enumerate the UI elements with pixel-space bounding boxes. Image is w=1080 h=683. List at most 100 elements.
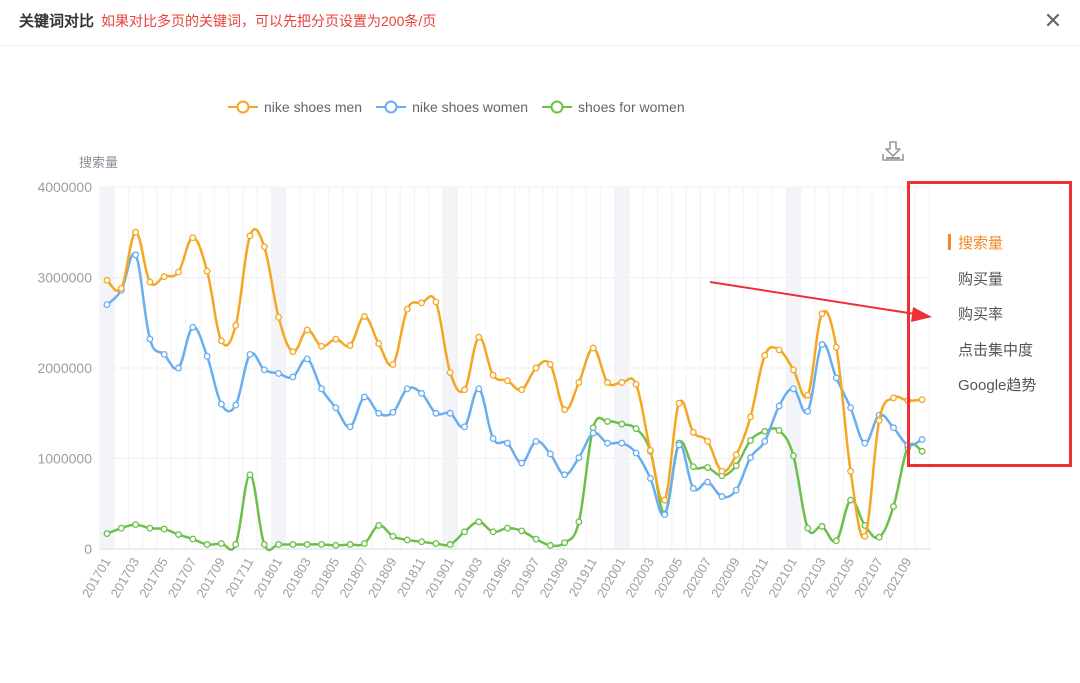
data-point[interactable] — [489, 528, 497, 536]
download-button[interactable] — [880, 140, 906, 164]
data-point[interactable] — [360, 393, 368, 401]
data-point[interactable] — [475, 518, 483, 526]
data-point[interactable] — [232, 541, 240, 548]
data-point[interactable] — [775, 346, 783, 354]
data-point[interactable] — [175, 364, 182, 372]
data-point[interactable] — [561, 539, 569, 547]
data-point[interactable] — [646, 446, 654, 454]
data-point[interactable] — [203, 541, 211, 548]
data-point[interactable] — [160, 350, 168, 358]
data-point[interactable] — [318, 342, 325, 350]
data-point[interactable] — [503, 439, 511, 447]
data-point[interactable] — [260, 366, 268, 374]
data-point[interactable] — [575, 454, 583, 462]
data-point[interactable] — [189, 535, 197, 543]
data-point[interactable] — [632, 425, 640, 433]
data-point[interactable] — [432, 540, 440, 548]
data-point[interactable] — [918, 436, 926, 443]
data-point[interactable] — [275, 541, 283, 548]
data-point[interactable] — [532, 364, 540, 372]
data-point[interactable] — [289, 348, 297, 356]
data-point[interactable] — [918, 396, 926, 404]
data-point[interactable] — [518, 386, 526, 394]
data-point[interactable] — [461, 423, 468, 431]
data-point[interactable] — [561, 471, 569, 479]
data-point[interactable] — [403, 305, 411, 313]
data-point[interactable] — [403, 536, 411, 544]
data-point[interactable] — [632, 449, 640, 457]
data-point[interactable] — [832, 374, 840, 382]
metric-tab-2[interactable]: 购买率 — [958, 306, 1004, 323]
data-point[interactable] — [175, 531, 182, 538]
data-point[interactable] — [175, 268, 182, 276]
data-point[interactable] — [804, 391, 812, 399]
data-point[interactable] — [575, 379, 583, 386]
data-point[interactable] — [775, 402, 783, 410]
data-point[interactable] — [689, 463, 697, 471]
data-point[interactable] — [761, 437, 769, 445]
data-point[interactable] — [103, 530, 111, 538]
data-point[interactable] — [446, 541, 454, 548]
data-point[interactable] — [360, 312, 368, 320]
data-point[interactable] — [232, 401, 240, 409]
data-point[interactable] — [117, 284, 125, 292]
data-point[interactable] — [303, 541, 311, 548]
data-point[interactable] — [489, 371, 497, 379]
data-point[interactable] — [761, 427, 769, 435]
data-point[interactable] — [375, 409, 383, 417]
data-point[interactable] — [117, 524, 125, 532]
data-point[interactable] — [732, 451, 740, 459]
data-point[interactable] — [160, 525, 168, 533]
data-point[interactable] — [518, 527, 526, 535]
data-point[interactable] — [532, 535, 540, 543]
data-point[interactable] — [289, 541, 297, 548]
data-point[interactable] — [604, 417, 611, 425]
data-point[interactable] — [832, 343, 840, 351]
data-point[interactable] — [146, 278, 154, 286]
data-point[interactable] — [804, 407, 812, 415]
data-point[interactable] — [890, 503, 897, 510]
data-point[interactable] — [775, 426, 783, 434]
data-point[interactable] — [232, 322, 240, 329]
data-point[interactable] — [189, 234, 197, 242]
data-point[interactable] — [318, 541, 325, 548]
data-point[interactable] — [689, 484, 697, 492]
data-point[interactable] — [146, 335, 154, 343]
data-point[interactable] — [418, 389, 426, 397]
data-point[interactable] — [789, 385, 797, 393]
data-point[interactable] — [918, 447, 926, 455]
data-point[interactable] — [217, 540, 225, 548]
data-point[interactable] — [832, 537, 840, 545]
data-point[interactable] — [818, 341, 826, 348]
data-point[interactable] — [132, 228, 140, 236]
data-point[interactable] — [618, 420, 626, 428]
metric-tab-0[interactable]: 搜索量 — [948, 232, 1036, 268]
data-point[interactable] — [732, 486, 740, 494]
data-point[interactable] — [747, 454, 754, 462]
data-point[interactable] — [589, 344, 597, 352]
legend-item-shoes-for-women[interactable]: shoes for women — [542, 99, 685, 115]
data-point[interactable] — [589, 424, 597, 432]
data-point[interactable] — [475, 333, 483, 341]
data-point[interactable] — [589, 429, 597, 437]
data-point[interactable] — [618, 379, 626, 386]
data-point[interactable] — [718, 493, 726, 500]
data-point[interactable] — [275, 369, 283, 377]
data-point[interactable] — [789, 366, 797, 374]
data-point[interactable] — [375, 340, 383, 348]
data-point[interactable] — [475, 385, 483, 393]
data-point[interactable] — [303, 326, 311, 334]
data-point[interactable] — [346, 541, 354, 548]
data-point[interactable] — [246, 471, 254, 479]
data-point[interactable] — [103, 301, 111, 309]
data-point[interactable] — [332, 541, 340, 549]
legend-item-nike-shoes-men[interactable]: nike shoes men — [228, 99, 362, 115]
data-point[interactable] — [461, 528, 468, 536]
legend-item-nike-shoes-women[interactable]: nike shoes women — [376, 99, 528, 115]
data-point[interactable] — [861, 532, 869, 540]
data-point[interactable] — [132, 251, 140, 259]
data-point[interactable] — [289, 373, 297, 381]
data-point[interactable] — [546, 450, 554, 458]
close-button[interactable] — [1042, 9, 1064, 31]
data-point[interactable] — [489, 435, 497, 443]
